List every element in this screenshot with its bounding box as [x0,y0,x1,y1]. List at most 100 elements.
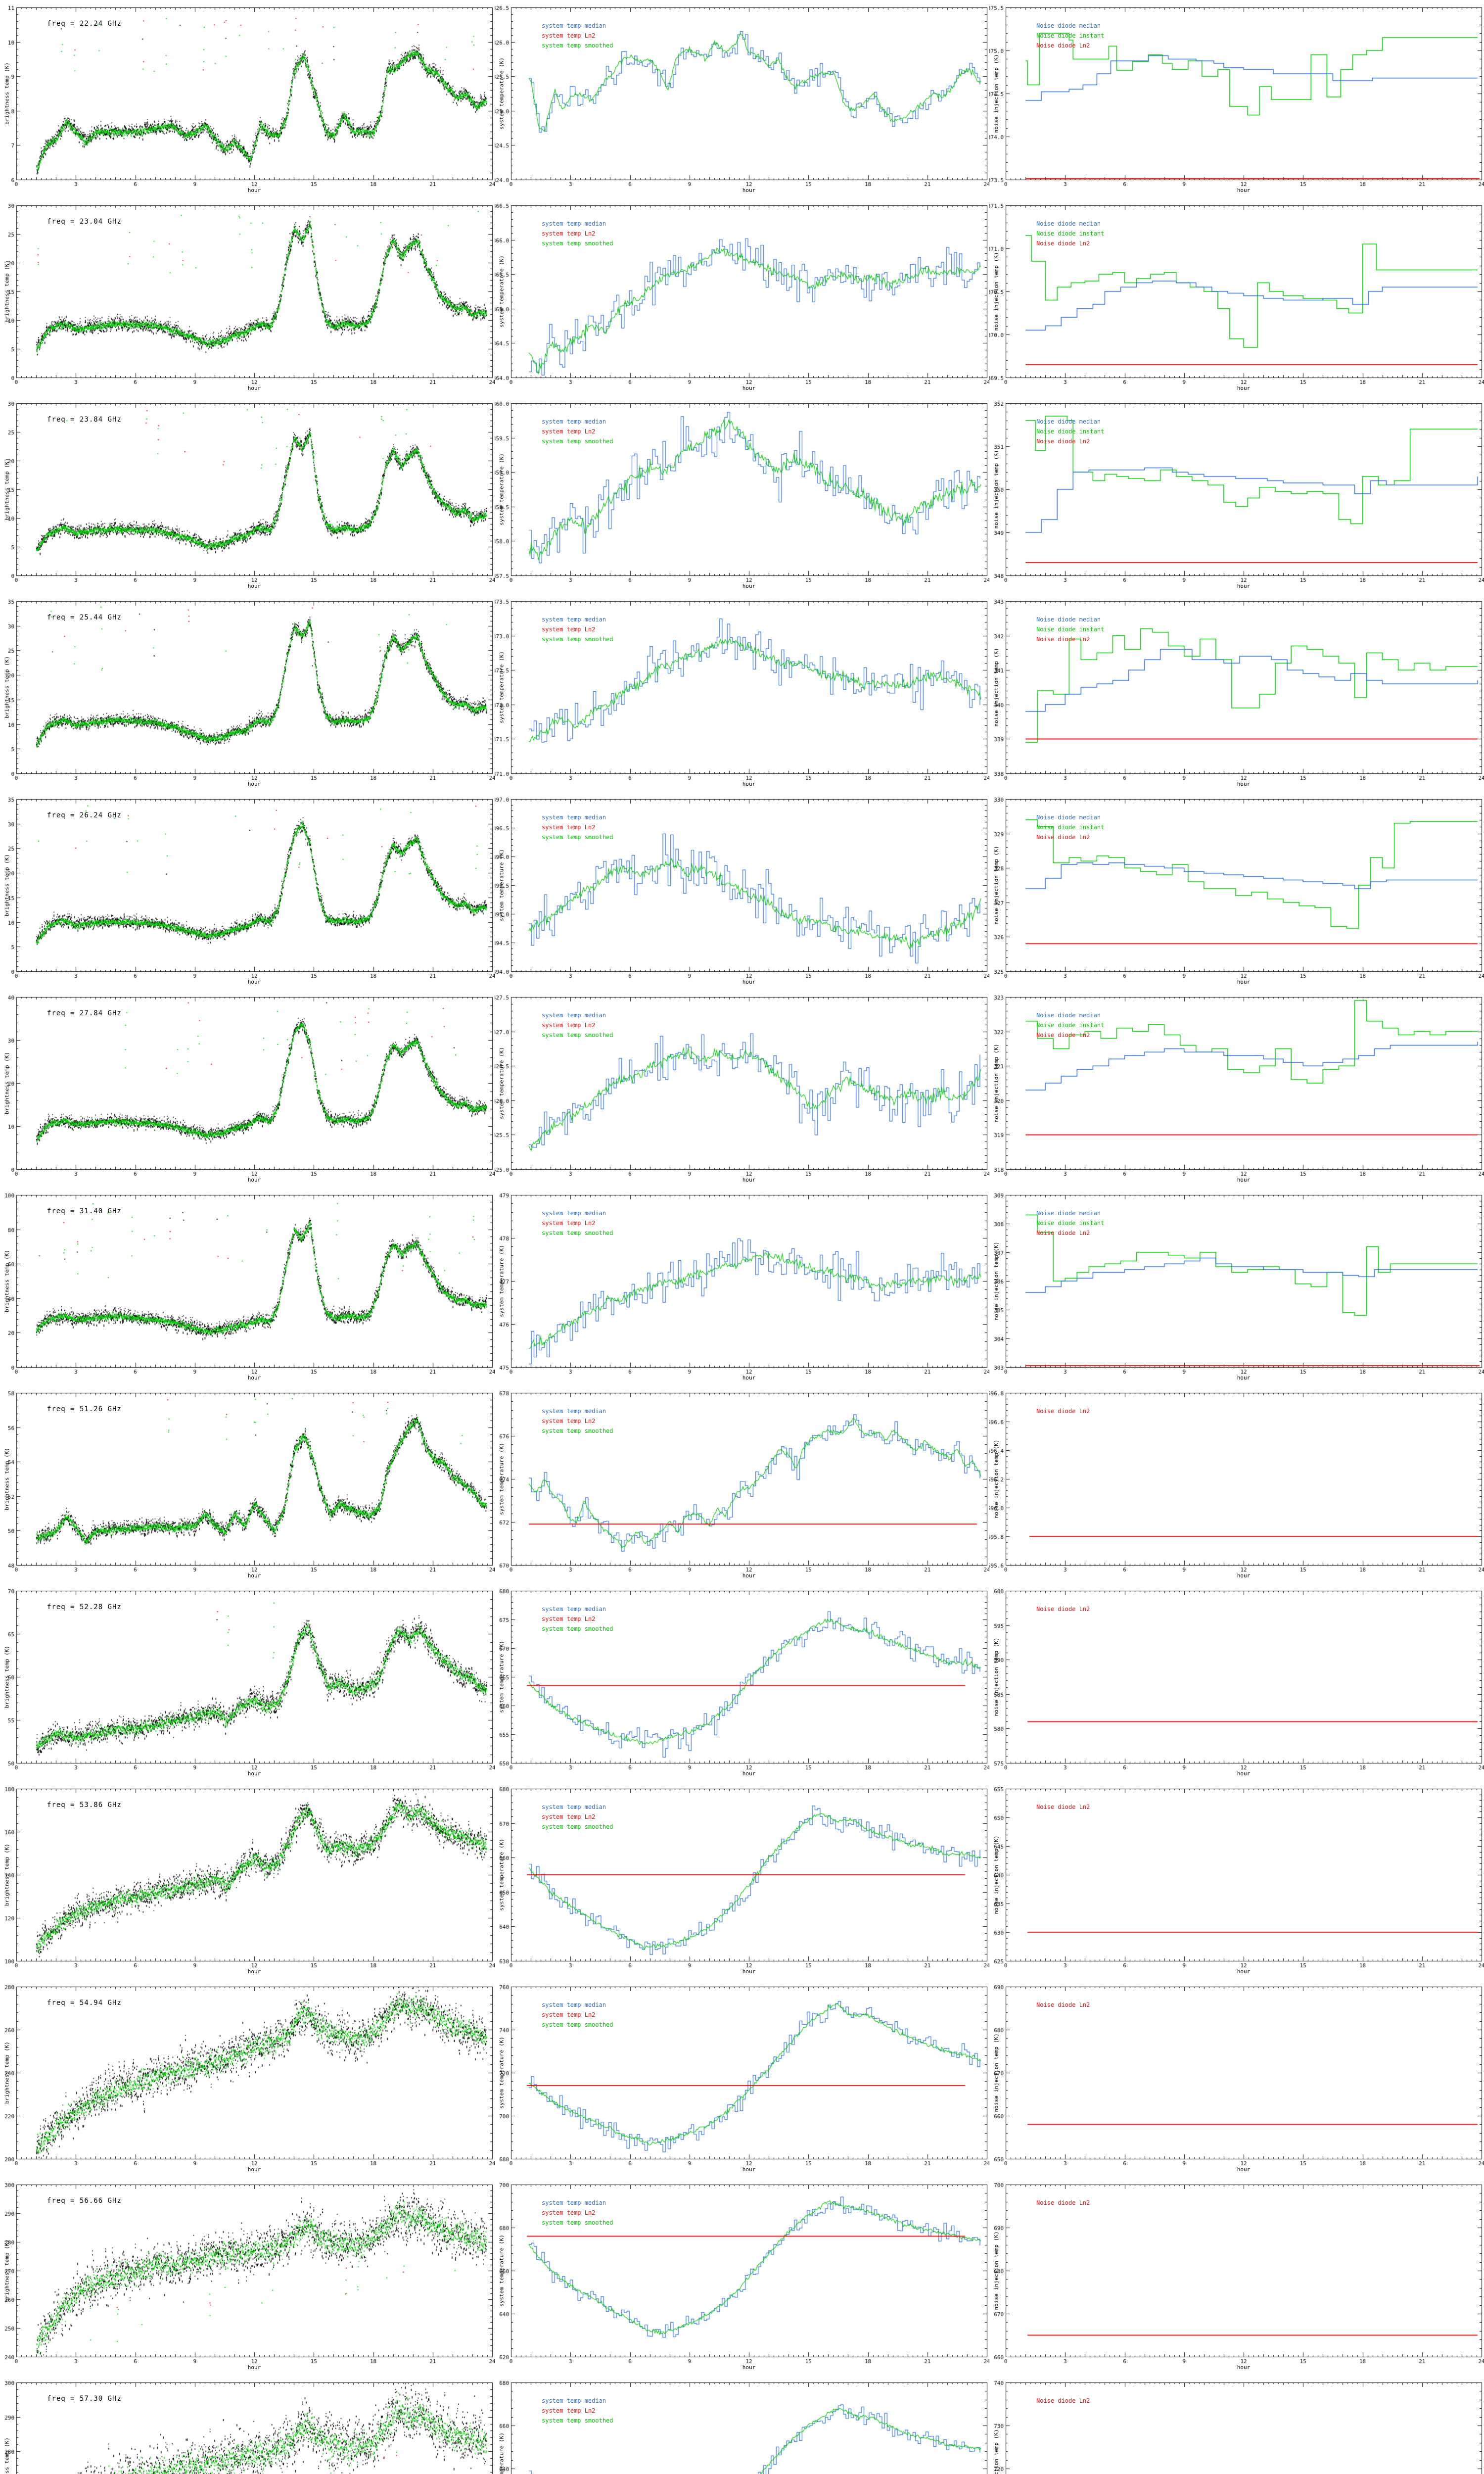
x-axis-label: hour [247,1770,261,1777]
panel-system-temp: system temperature (K) hour system temp me… [495,1385,989,1583]
legend-item-system_ln2: system temp Ln2 [542,428,596,435]
freq-label: freq = 23.84 GHz [47,416,122,424]
figure-row: brightness temp (K) hour freq = 26.24 GHz s… [0,792,1484,990]
y-axis-label: system temperature (K) [498,1245,505,1317]
panel-brightness: brightness temp (K) hour freq = 56.66 GHz [0,2177,495,2375]
legend-item-system_ln2: system temp Ln2 [542,1220,596,1227]
x-axis-label: hour [742,1770,756,1777]
panel-noise-diode: noise injection temp (K) hour Noise diode … [989,1188,1484,1385]
plot-canvas [495,1385,989,1583]
freq-label: freq = 54.94 GHz [47,1999,122,2007]
legend-item-system_median: system temp median [542,2199,606,2206]
x-axis-label: hour [742,979,756,985]
noise-diode-legend: Noise diode median Noise diode instant Noi… [1036,21,1104,50]
plot-canvas [495,792,989,990]
plot-canvas [0,1385,495,1583]
legend-item-noise_ln2: Noise diode Ln2 [1036,834,1090,841]
noise-diode-legend: Noise diode median Noise diode instant Noi… [1036,1010,1104,1040]
plot-canvas [495,198,989,396]
legend-item-system_median: system temp median [542,1408,606,1415]
panel-brightness: brightness temp (K) hour freq = 31.40 GHz [0,1188,495,1385]
legend-item-noise_median: Noise diode median [1036,616,1101,623]
y-axis-label: brightness temp (K) [3,260,10,323]
x-axis-label: hour [247,1177,261,1183]
plot-canvas [989,2375,1484,2474]
plot-canvas [495,0,989,198]
y-axis-label: noise injection temp (K) [993,54,1000,133]
legend-item-noise_median: Noise diode median [1036,1012,1101,1019]
freq-label: freq = 57.30 GHz [47,2395,122,2403]
noise-diode-legend: Noise diode Ln2 [1036,1802,1090,1812]
panel-noise-diode: noise injection temp (K) hour Noise diode … [989,1583,1484,1781]
plot-canvas [495,1583,989,1781]
freq-label: freq = 27.84 GHz [47,1009,122,1017]
y-axis-label: noise injection temp (K) [993,1241,1000,1321]
figure-row: brightness temp (K) hour freq = 51.26 GHz s… [0,1385,1484,1583]
panel-noise-diode: noise injection temp (K) hour Noise diode … [989,1385,1484,1583]
x-axis-label: hour [247,979,261,985]
x-axis-label: hour [742,187,756,193]
legend-item-noise_median: Noise diode median [1036,418,1101,425]
noise-diode-legend: Noise diode median Noise diode instant Noi… [1036,1208,1104,1238]
legend-item-noise_ln2: Noise diode Ln2 [1036,42,1090,49]
x-axis-label: hour [247,583,261,589]
legend-item-system_median: system temp median [542,1606,606,1613]
system-temp-legend: system temp median system temp Ln2 system … [542,615,613,644]
x-axis-label: hour [1237,2364,1251,2371]
panel-brightness: brightness temp (K) hour freq = 25.44 GHz [0,594,495,792]
y-axis-label: system temperature (K) [498,1443,505,1515]
x-axis-label: hour [742,1572,756,1579]
legend-item-noise_ln2: Noise diode Ln2 [1036,438,1090,445]
freq-label: freq = 53.86 GHz [47,1801,122,1809]
panel-noise-diode: noise injection temp (K) hour Noise diode … [989,2177,1484,2375]
system-temp-legend: system temp median system temp Ln2 system … [542,2198,613,2228]
noise-diode-legend: Noise diode median Noise diode instant Noi… [1036,615,1104,644]
legend-item-system_smoothed: system temp smoothed [542,1823,613,1830]
x-axis-label: hour [247,187,261,193]
x-axis-label: hour [247,1375,261,1381]
figure-row: brightness temp (K) hour freq = 22.24 GHz s… [0,0,1484,198]
x-axis-label: hour [247,1572,261,1579]
legend-item-noise_instant: Noise diode instant [1036,428,1105,435]
y-axis-label: noise injection temp (K) [993,2033,1000,2112]
legend-item-system_smoothed: system temp smoothed [542,2417,613,2424]
x-axis-label: hour [1237,1770,1251,1777]
plot-canvas [0,792,495,990]
legend-item-noise_instant: Noise diode instant [1036,824,1105,831]
y-axis-label: system temperature (K) [498,2235,505,2307]
legend-item-system_ln2: system temp Ln2 [542,230,596,237]
x-axis-label: hour [1237,385,1251,391]
figure-row: brightness temp (K) hour freq = 27.84 GHz s… [0,990,1484,1188]
legend-item-system_ln2: system temp Ln2 [542,2011,596,2018]
freq-label: freq = 23.04 GHz [47,218,122,226]
plot-canvas [0,2177,495,2375]
panel-brightness: brightness temp (K) hour freq = 23.84 GHz [0,396,495,594]
y-axis-label: noise injection temp (K) [993,1439,1000,1519]
figure-row: brightness temp (K) hour freq = 52.28 GHz s… [0,1583,1484,1781]
noise-diode-legend: Noise diode Ln2 [1036,2000,1090,2010]
x-axis-label: hour [247,385,261,391]
y-axis-label: system temperature (K) [498,453,505,525]
plot-canvas [0,1583,495,1781]
plot-canvas [0,198,495,396]
figure-row: brightness temp (K) hour freq = 23.04 GHz s… [0,198,1484,396]
x-axis-label: hour [742,2166,756,2173]
x-axis-label: hour [742,1177,756,1183]
y-axis-label: noise injection temp (K) [993,1637,1000,1716]
legend-item-noise_ln2: Noise diode Ln2 [1036,1032,1090,1039]
legend-item-system_smoothed: system temp smoothed [542,2021,613,2028]
legend-item-noise_median: Noise diode median [1036,22,1101,29]
figure-row: brightness temp (K) hour freq = 25.44 GHz s… [0,594,1484,792]
y-axis-label: brightness temp (K) [3,1052,10,1114]
x-axis-label: hour [1237,781,1251,787]
plot-canvas [989,1385,1484,1583]
legend-item-noise_instant: Noise diode instant [1036,230,1105,237]
y-axis-label: noise injection temp (K) [993,1044,1000,1123]
legend-item-system_median: system temp median [542,1804,606,1810]
